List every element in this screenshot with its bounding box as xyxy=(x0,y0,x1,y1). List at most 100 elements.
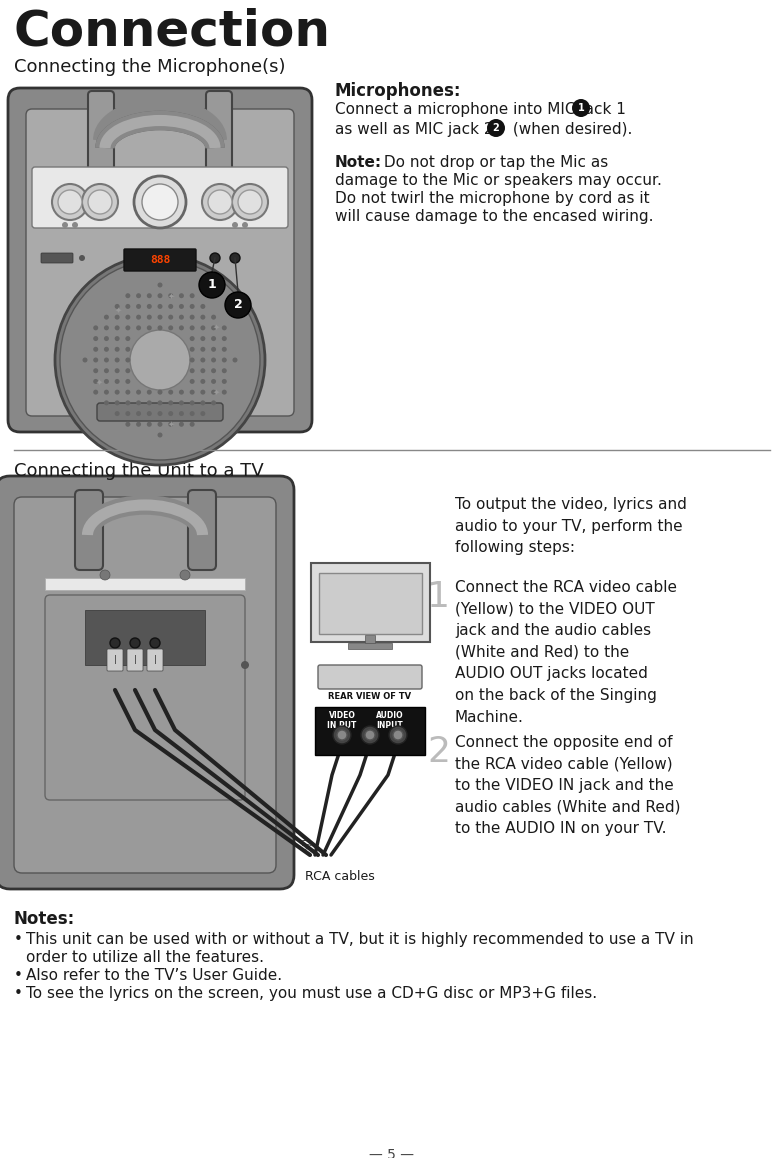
Circle shape xyxy=(147,422,152,427)
Circle shape xyxy=(241,661,249,669)
Circle shape xyxy=(211,401,216,405)
Text: will cause damage to the encased wiring.: will cause damage to the encased wiring. xyxy=(335,208,654,223)
Circle shape xyxy=(222,325,227,330)
Circle shape xyxy=(79,255,85,261)
Text: 2: 2 xyxy=(492,123,499,133)
Text: ✦: ✦ xyxy=(168,292,175,300)
Circle shape xyxy=(211,368,216,373)
Text: •: • xyxy=(14,968,23,983)
Circle shape xyxy=(190,379,194,384)
Bar xyxy=(319,573,422,633)
Circle shape xyxy=(222,336,227,342)
Text: Connecting the Unit to a TV: Connecting the Unit to a TV xyxy=(14,462,263,481)
Circle shape xyxy=(110,638,120,648)
Circle shape xyxy=(93,346,98,352)
Text: order to utilize all the features.: order to utilize all the features. xyxy=(26,950,264,965)
Circle shape xyxy=(72,222,78,228)
Circle shape xyxy=(125,336,130,342)
Circle shape xyxy=(202,184,238,220)
Circle shape xyxy=(114,411,120,416)
Circle shape xyxy=(208,190,232,214)
Circle shape xyxy=(125,358,130,362)
Circle shape xyxy=(211,358,216,362)
Text: 1: 1 xyxy=(427,580,450,614)
Text: REAR VIEW OF TV: REAR VIEW OF TV xyxy=(328,692,412,701)
Circle shape xyxy=(125,379,130,384)
Circle shape xyxy=(222,346,227,352)
Circle shape xyxy=(114,401,120,405)
Text: ✦: ✦ xyxy=(114,306,122,315)
Text: Notes:: Notes: xyxy=(14,910,75,928)
Bar xyxy=(348,643,392,648)
Text: ): ) xyxy=(304,846,314,850)
Circle shape xyxy=(114,346,120,352)
Circle shape xyxy=(158,432,162,438)
Circle shape xyxy=(487,119,505,137)
Circle shape xyxy=(201,303,205,309)
Circle shape xyxy=(104,346,109,352)
Text: 1: 1 xyxy=(578,103,584,113)
Text: 888: 888 xyxy=(150,255,170,265)
Circle shape xyxy=(242,222,248,228)
Circle shape xyxy=(238,190,262,214)
Circle shape xyxy=(169,325,173,330)
Circle shape xyxy=(190,411,194,416)
Circle shape xyxy=(190,368,194,373)
Circle shape xyxy=(179,303,184,309)
Circle shape xyxy=(114,389,120,395)
Circle shape xyxy=(190,325,194,330)
Circle shape xyxy=(104,315,109,320)
Circle shape xyxy=(158,315,162,320)
Text: |: | xyxy=(114,655,117,665)
Text: Also refer to the TV’s User Guide.: Also refer to the TV’s User Guide. xyxy=(26,968,282,983)
Circle shape xyxy=(211,379,216,384)
Circle shape xyxy=(147,315,152,320)
Text: AUDIO
INPUT: AUDIO INPUT xyxy=(376,711,404,731)
Circle shape xyxy=(147,411,152,416)
FancyBboxPatch shape xyxy=(107,648,123,670)
Circle shape xyxy=(114,358,120,362)
Circle shape xyxy=(169,389,173,395)
FancyBboxPatch shape xyxy=(127,648,143,670)
Circle shape xyxy=(179,293,184,299)
Circle shape xyxy=(147,325,152,330)
Text: damage to the Mic or speakers may occur.: damage to the Mic or speakers may occur. xyxy=(335,173,662,188)
Text: (when desired).: (when desired). xyxy=(508,122,633,137)
Circle shape xyxy=(136,411,141,416)
Circle shape xyxy=(93,358,98,362)
Circle shape xyxy=(130,330,190,390)
Text: 2: 2 xyxy=(427,735,450,769)
Circle shape xyxy=(201,325,205,330)
Circle shape xyxy=(104,368,109,373)
Text: •: • xyxy=(14,985,23,1001)
Circle shape xyxy=(179,325,184,330)
Circle shape xyxy=(233,358,238,362)
Circle shape xyxy=(211,389,216,395)
Circle shape xyxy=(125,389,130,395)
Text: 1: 1 xyxy=(208,279,216,292)
Circle shape xyxy=(100,570,110,580)
Circle shape xyxy=(58,190,82,214)
Circle shape xyxy=(190,346,194,352)
Text: ✦: ✦ xyxy=(168,419,175,428)
Text: Connect the opposite end of
the RCA video cable (Yellow)
to the VIDEO IN jack an: Connect the opposite end of the RCA vide… xyxy=(455,735,681,836)
Circle shape xyxy=(210,252,220,263)
Circle shape xyxy=(62,222,68,228)
Circle shape xyxy=(169,411,173,416)
Circle shape xyxy=(222,389,227,395)
FancyBboxPatch shape xyxy=(14,497,276,873)
Text: 2: 2 xyxy=(234,299,242,312)
Circle shape xyxy=(125,293,130,299)
Text: Connecting the Microphone(s): Connecting the Microphone(s) xyxy=(14,58,285,76)
Circle shape xyxy=(104,401,109,405)
Circle shape xyxy=(125,325,130,330)
Text: — 5 —: — 5 — xyxy=(369,1148,415,1158)
Circle shape xyxy=(201,315,205,320)
Text: AUDIO OUT
(white - L
red - R): AUDIO OUT (white - L red - R) xyxy=(160,670,204,690)
Circle shape xyxy=(125,401,130,405)
Bar xyxy=(45,578,245,589)
Circle shape xyxy=(365,730,375,740)
Text: •: • xyxy=(14,932,23,947)
FancyBboxPatch shape xyxy=(32,167,288,228)
Circle shape xyxy=(114,336,120,342)
